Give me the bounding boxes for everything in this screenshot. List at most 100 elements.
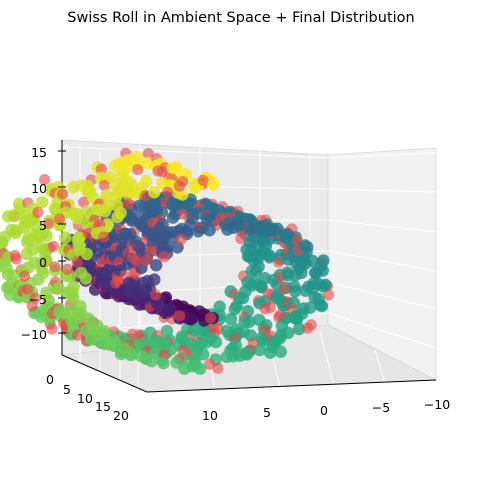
final-distribution-point xyxy=(140,254,153,266)
final-distribution-point xyxy=(122,197,134,209)
swiss-roll-point xyxy=(188,182,202,195)
swiss-roll-point xyxy=(232,219,246,232)
swiss-roll-point xyxy=(317,254,330,267)
x-tick-label-1: 5 xyxy=(263,405,271,420)
swiss-roll-point xyxy=(111,186,125,199)
final-distribution-point xyxy=(305,319,317,331)
grid-right-z0 xyxy=(327,250,437,272)
swiss-roll-point xyxy=(40,229,53,243)
swiss-roll-point xyxy=(303,301,317,314)
final-distribution-point xyxy=(212,362,224,374)
swiss-roll-point xyxy=(7,209,20,222)
final-distribution-point xyxy=(39,174,51,186)
swiss-roll-point xyxy=(263,251,276,264)
final-distribution-point xyxy=(32,206,44,218)
final-distribution-point xyxy=(150,289,162,301)
swiss-roll-point xyxy=(148,273,161,286)
grid-back-z15 xyxy=(61,146,329,159)
x-tick-label-4: −10 xyxy=(424,397,450,412)
final-distribution-point xyxy=(95,163,107,175)
swiss-roll-point xyxy=(207,178,220,191)
grid-right-z15 xyxy=(327,152,437,159)
swiss-roll-point xyxy=(74,300,87,313)
z-tick-label-0: 15 xyxy=(31,145,47,160)
swiss-roll-point xyxy=(243,222,256,236)
y-tick-label-0: 0 xyxy=(46,372,54,387)
final-distribution-point xyxy=(98,231,110,243)
swiss-roll-point xyxy=(40,254,53,267)
swiss-roll-point xyxy=(114,206,127,220)
swiss-roll-point xyxy=(274,345,287,358)
z-tick-label-4: −5 xyxy=(29,292,47,307)
final-distribution-point xyxy=(173,180,186,192)
swiss-roll-point xyxy=(236,291,250,305)
final-distribution-point xyxy=(197,174,209,187)
swiss-roll-point xyxy=(149,259,163,272)
swiss-roll-point xyxy=(254,223,267,236)
swiss-roll-point xyxy=(151,298,164,311)
final-distribution-point xyxy=(43,218,55,230)
swiss-roll-point xyxy=(160,324,174,338)
swiss-roll-point xyxy=(85,316,98,329)
grid-right-z5 xyxy=(327,219,437,233)
swiss-roll-point xyxy=(80,247,94,261)
final-distribution-point xyxy=(175,233,187,245)
z-tick-label-3: 0 xyxy=(39,255,47,270)
final-distribution-point xyxy=(22,283,34,295)
swiss-roll-point xyxy=(59,231,72,244)
chart-title: Swiss Roll in Ambient Space + Final Dist… xyxy=(67,10,414,26)
final-distribution-point xyxy=(264,301,276,313)
z-tick-label-1: 10 xyxy=(31,181,47,196)
swiss-roll-point xyxy=(319,278,332,292)
swiss-roll-point xyxy=(316,264,329,277)
swiss-roll-point xyxy=(193,362,207,375)
y-axis-line xyxy=(61,354,148,393)
final-distribution-point xyxy=(207,321,219,333)
final-distribution-point xyxy=(174,310,186,322)
final-distribution-point xyxy=(82,227,94,239)
swiss-roll-point xyxy=(157,356,170,370)
swiss-roll-point xyxy=(121,187,135,201)
swiss-roll-point xyxy=(133,199,146,213)
x-tick-label-2: 0 xyxy=(320,403,328,418)
swiss-roll-point xyxy=(67,291,80,305)
swiss-roll-point xyxy=(67,280,80,293)
final-distribution-point xyxy=(162,186,174,198)
grid-right-zm10 xyxy=(327,312,437,349)
swiss-roll-point xyxy=(145,355,158,368)
swiss-roll-point xyxy=(243,315,256,329)
y-tick-label-1: 5 xyxy=(63,382,71,397)
swiss-roll-point xyxy=(264,346,277,359)
swiss-roll-point xyxy=(98,325,111,338)
swiss-roll-point xyxy=(315,299,329,313)
y-tick-label-4: 20 xyxy=(113,408,129,423)
swiss-roll-point xyxy=(103,338,117,351)
final-distribution-point xyxy=(274,309,286,321)
swiss-roll-point xyxy=(298,239,312,252)
final-distribution-point xyxy=(204,312,217,324)
grid-right-z10 xyxy=(327,188,437,193)
final-distribution-point xyxy=(19,270,31,282)
swiss-roll-point xyxy=(166,211,180,224)
swiss-roll-point xyxy=(118,342,131,355)
swiss-roll-point xyxy=(134,349,147,362)
final-distribution-point xyxy=(46,323,58,335)
swiss-roll-point xyxy=(98,205,112,218)
final-distribution-point xyxy=(71,256,83,268)
swiss-roll-point xyxy=(282,326,295,340)
final-distribution-point xyxy=(273,256,285,268)
swiss-roll-point xyxy=(281,228,294,241)
scatter-points xyxy=(0,147,335,375)
grid-right-zm5 xyxy=(327,281,437,310)
final-distribution-point xyxy=(323,289,335,301)
x-tick-label-0: 10 xyxy=(202,408,218,423)
swiss-roll-point xyxy=(192,225,205,238)
swiss-roll-point xyxy=(224,312,238,326)
y-tick-label-2: 10 xyxy=(77,391,93,406)
swiss-roll-point xyxy=(268,335,281,349)
z-tick-label-5: −10 xyxy=(21,327,47,342)
final-distribution-point xyxy=(132,164,144,176)
swiss-roll-point xyxy=(0,236,8,249)
final-distribution-point xyxy=(57,188,69,200)
